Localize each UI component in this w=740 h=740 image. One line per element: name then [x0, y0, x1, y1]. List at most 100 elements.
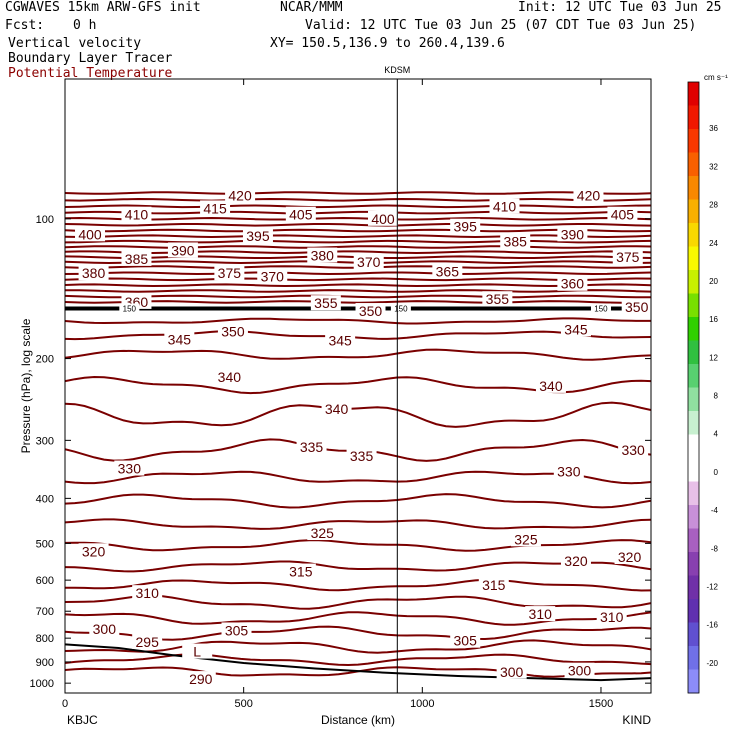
contour-label-bg — [560, 552, 591, 568]
contour-label: 290 — [189, 671, 213, 687]
theta-contour — [65, 493, 651, 509]
contour-label-bg — [612, 249, 643, 265]
theta-contour — [65, 289, 651, 293]
field-vertical-velocity: Vertical velocity — [8, 36, 142, 51]
contour-label: 330 — [557, 463, 581, 479]
theta-contour — [65, 216, 651, 221]
y-tick-label: 900 — [36, 657, 54, 669]
contour-label: 355 — [486, 291, 510, 307]
theta-contour — [65, 234, 651, 239]
contour-label-bg — [225, 187, 256, 203]
theta-contour — [65, 300, 651, 304]
tracer-label-bg — [590, 303, 611, 314]
theta-contour — [65, 239, 651, 244]
contour-label-bg — [310, 295, 341, 311]
colorbar-swatch — [688, 552, 699, 576]
colorbar-level: 32 — [709, 162, 718, 171]
y-axis-title: Pressure (hPa), log scale — [19, 318, 33, 453]
colorbar-swatch — [688, 129, 699, 153]
colorbar-level: 20 — [709, 277, 718, 286]
contour-label-bg — [353, 254, 384, 270]
station-label: KDSM — [384, 65, 410, 75]
contour-label: 315 — [289, 564, 313, 580]
contour-label: 415 — [203, 200, 227, 216]
contour-label-bg — [478, 577, 509, 593]
y-tick-label: 300 — [36, 435, 54, 447]
colorbar-swatch — [688, 176, 699, 200]
tracer-label: 150 — [123, 304, 137, 313]
colorbar-swatch — [688, 575, 699, 600]
contour-label-bg — [325, 332, 356, 348]
theta-contour — [65, 611, 651, 626]
init-time: Init: 12 UTC Tue 03 Jun 25 — [518, 0, 722, 15]
contour-label: 420 — [577, 187, 601, 203]
contour-label-bg — [78, 543, 109, 559]
contour-label-bg — [489, 198, 520, 214]
contour-label-bg — [535, 377, 566, 393]
colorbar-swatch — [688, 387, 699, 412]
contour-label-bg — [573, 187, 604, 203]
terrain-line — [65, 643, 651, 682]
colorbar-frame — [687, 81, 700, 694]
contour-label: 370 — [261, 268, 285, 284]
fcst-label: Fcst: — [5, 18, 45, 33]
theta-contour — [65, 277, 651, 282]
theta-contour — [65, 271, 651, 276]
x-tick-label: 500 — [234, 698, 252, 710]
contour-label-bg — [78, 265, 109, 281]
contour-label-bg — [89, 621, 120, 637]
contour-label: 375 — [218, 265, 242, 281]
x-tick-label: 1000 — [410, 698, 434, 710]
contour-label: 395 — [454, 219, 478, 235]
contour-label: 390 — [171, 242, 195, 258]
valid-time: Valid: 12 UTC Tue 03 Jun 25 (07 CDT Tue … — [305, 18, 697, 33]
colorbar-level: -4 — [711, 506, 719, 515]
contour-label-bg — [607, 206, 638, 222]
contour-label: 345 — [564, 321, 588, 337]
colorbar-swatch — [688, 199, 699, 224]
contour-label: 305 — [454, 633, 478, 649]
theta-contour — [65, 283, 651, 288]
colorbar-level: 16 — [709, 315, 718, 324]
theta-contour — [65, 223, 651, 227]
contour-label-bg — [200, 200, 231, 216]
tracer-label-bg — [390, 303, 411, 314]
contour-label-bg — [525, 606, 556, 622]
contour-label-bg — [132, 585, 163, 601]
contour-label: 355 — [314, 295, 338, 311]
colorbar-level: 24 — [709, 239, 718, 248]
contour-label-bg — [242, 228, 273, 244]
contour-label: 345 — [328, 333, 352, 349]
contour-label-bg — [121, 250, 152, 266]
contour-label: 300 — [500, 664, 524, 680]
contour-label: 300 — [93, 621, 117, 637]
colorbar-swatch — [688, 82, 699, 106]
y-tick-label: 200 — [36, 354, 54, 366]
contour-label: 320 — [618, 549, 642, 565]
contour-label: 340 — [218, 369, 242, 385]
y-tick-label: 100 — [36, 214, 54, 226]
colorbar-swatch — [688, 293, 699, 318]
theta-contour — [65, 197, 651, 202]
colorbar-swatch — [688, 223, 699, 247]
contour-label-bg — [217, 323, 248, 339]
contour-label: 340 — [325, 401, 349, 417]
contour-label: 310 — [600, 609, 624, 625]
contour-label: 325 — [514, 531, 538, 547]
contour-label-bg — [132, 633, 163, 649]
contour-label: 310 — [529, 606, 553, 622]
x-start-station: KBJC — [67, 713, 98, 727]
theta-contour — [65, 639, 651, 654]
theta-contour — [65, 210, 651, 215]
contour-label: 400 — [78, 226, 102, 242]
contour-label-bg — [553, 463, 584, 479]
contour-label: 390 — [561, 226, 585, 242]
x-tick-label: 0 — [62, 698, 68, 710]
contour-label: 405 — [289, 207, 313, 223]
contour-label: 370 — [357, 254, 381, 270]
contour-label: 380 — [82, 265, 106, 281]
contour-label: 300 — [568, 663, 592, 679]
contour-label: 305 — [225, 622, 249, 638]
org-label: NCAR/MMM — [280, 0, 343, 15]
